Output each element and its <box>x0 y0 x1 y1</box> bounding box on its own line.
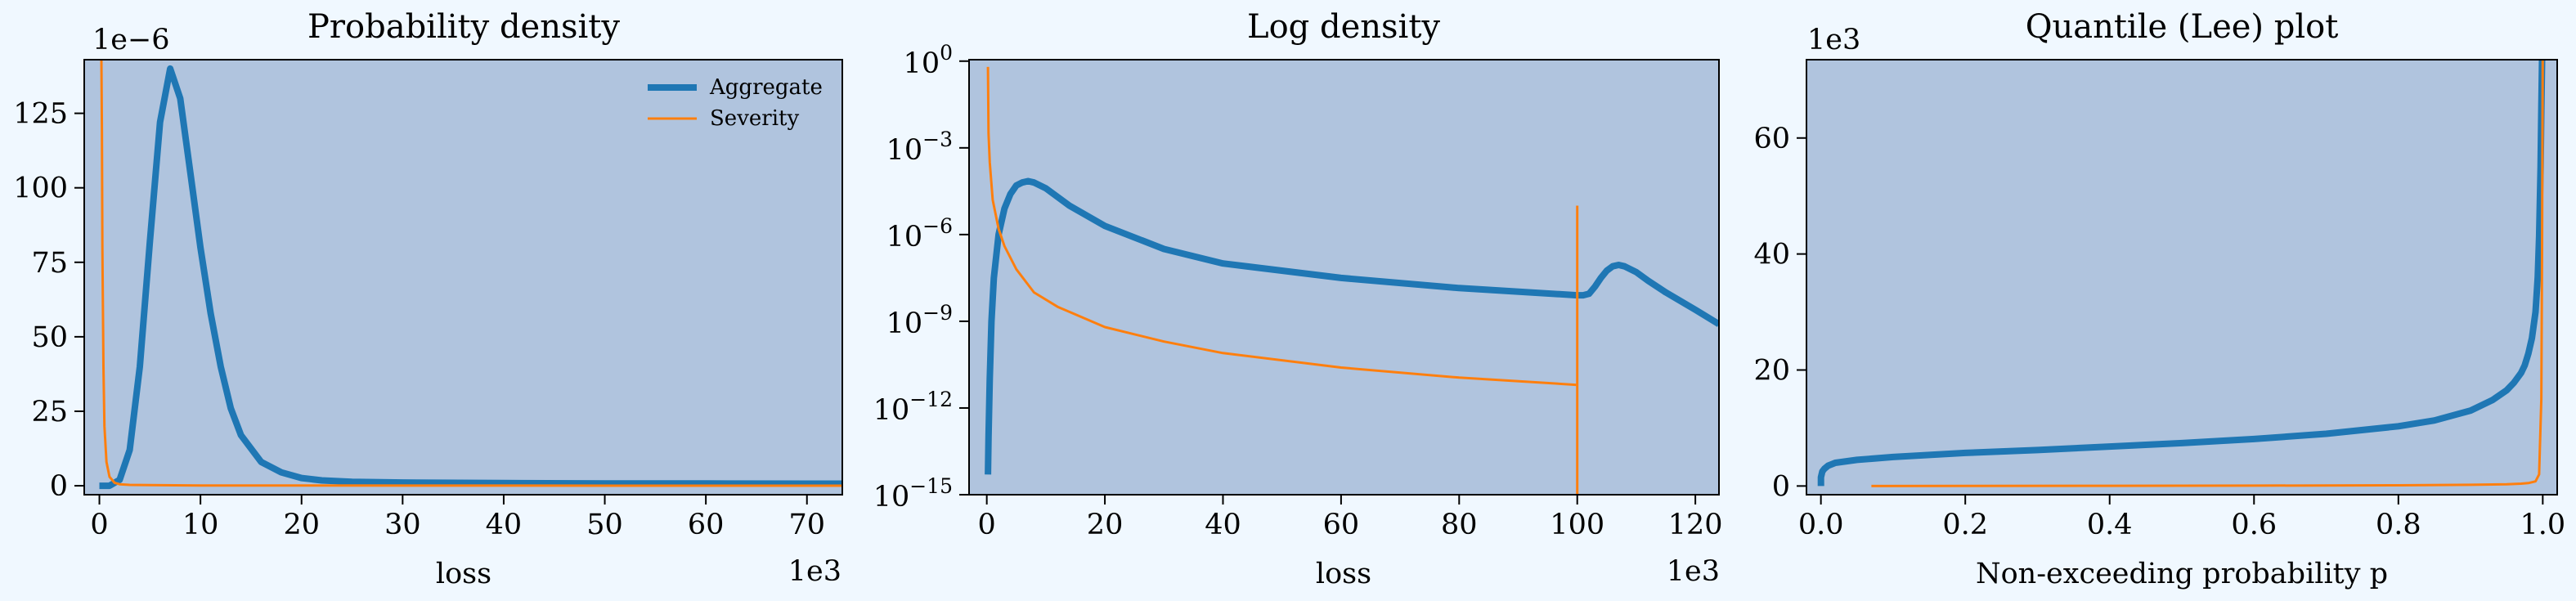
x-tick-label: 0.8 <box>2376 509 2421 541</box>
x-offset-text: 1e3 <box>788 555 841 588</box>
series-line-severity <box>1871 60 2544 487</box>
y-tick-label: 10−6 <box>886 214 953 253</box>
plot-area <box>1806 60 2557 495</box>
x-axis-label: loss <box>436 558 491 590</box>
panel-log-density: 0 20 40 60 80 100 120 100 10−3 10−6 10−9 10−12 10−1… <box>873 8 1723 590</box>
series-line-severity <box>986 66 1577 387</box>
x-tick-label: 60 <box>688 509 725 541</box>
x-tick-label: 120 <box>1668 509 1723 541</box>
chart-title: Quantile (Lee) plot <box>2026 8 2339 46</box>
x-axis: 0 20 40 60 80 100 120 <box>978 495 1723 541</box>
y-tick-label: 50 <box>31 321 68 354</box>
series-group <box>1817 60 2546 487</box>
x-tick-label: 10 <box>182 509 219 541</box>
x-tick-label: 50 <box>586 509 623 541</box>
x-axis-label: Non-exceeding probability p <box>1976 558 2388 590</box>
x-axis-label: loss <box>1316 558 1371 590</box>
y-tick-label: 10−9 <box>886 301 953 340</box>
y-tick-label: 100 <box>904 41 953 80</box>
y-tick-label: 10−15 <box>873 474 953 514</box>
y-tick-label: 75 <box>31 247 68 280</box>
y-axis: 0 25 50 75 100 125 <box>13 98 84 503</box>
y-offset-text: 1e−6 <box>92 24 170 56</box>
y-tick-label: 0 <box>1772 470 1790 503</box>
legend: Aggregate Severity <box>648 75 823 131</box>
panel-probability-density: 0 10 20 30 40 50 60 70 0 25 50 75 100 125 Probabilit… <box>13 8 843 590</box>
x-tick-label: 20 <box>1087 509 1124 541</box>
y-axis: 100 10−3 10−6 10−9 10−12 10−15 <box>873 41 969 514</box>
x-offset-text: 1e3 <box>1667 555 1720 588</box>
x-tick-label: 0.2 <box>1942 509 1988 541</box>
series-group <box>99 60 842 490</box>
x-tick-label: 0 <box>978 509 996 541</box>
x-tick-label: 30 <box>384 509 421 541</box>
x-tick-label: 0 <box>90 509 108 541</box>
x-tick-label: 40 <box>1205 509 1241 541</box>
x-axis: 0 10 20 30 40 50 60 70 <box>90 495 825 541</box>
y-tick-label: 40 <box>1753 239 1790 271</box>
x-tick-label: 70 <box>788 509 825 541</box>
y-tick-label: 20 <box>1753 354 1790 387</box>
axes-frame <box>968 59 1720 496</box>
series-line-aggregate <box>985 177 1719 475</box>
legend-label-severity: Severity <box>710 106 799 131</box>
y-tick-label: 0 <box>50 470 68 503</box>
y-axis: 0 20 40 60 <box>1753 123 1806 503</box>
x-tick-label: 20 <box>283 509 320 541</box>
y-tick-label: 10−3 <box>886 128 953 167</box>
x-tick-label: 0.0 <box>1798 509 1844 541</box>
plot-area <box>84 60 842 495</box>
series-line-severity <box>100 60 842 487</box>
axes-frame <box>1806 59 2558 496</box>
x-tick-label: 40 <box>486 509 523 541</box>
x-tick-label: 100 <box>1550 509 1604 541</box>
axes-frame <box>83 59 843 496</box>
x-axis: 0.0 0.2 0.4 0.6 0.8 1.0 <box>1798 495 2565 541</box>
panel-quantile-plot: 0.0 0.2 0.4 0.6 0.8 1.0 0 20 40 60 Quantile (Lee… <box>1753 8 2565 590</box>
series-line-aggregate <box>1817 60 2546 487</box>
y-tick-label: 10−12 <box>873 388 953 427</box>
y-offset-text: 1e3 <box>1807 24 1860 56</box>
y-tick-label: 60 <box>1753 123 1790 155</box>
legend-label-aggregate: Aggregate <box>709 75 823 100</box>
chart-title: Log density <box>1247 8 1440 46</box>
x-tick-label: 60 <box>1323 509 1360 541</box>
x-tick-label: 0.4 <box>2087 509 2133 541</box>
y-tick-label: 25 <box>31 396 68 428</box>
x-tick-label: 0.6 <box>2231 509 2277 541</box>
series-group <box>985 66 1719 495</box>
x-tick-label: 1.0 <box>2520 509 2566 541</box>
x-tick-label: 80 <box>1441 509 1478 541</box>
series-line-aggregate <box>99 65 842 490</box>
chart-title: Probability density <box>307 8 620 46</box>
y-tick-label: 100 <box>13 173 68 205</box>
y-tick-label: 125 <box>13 98 68 131</box>
